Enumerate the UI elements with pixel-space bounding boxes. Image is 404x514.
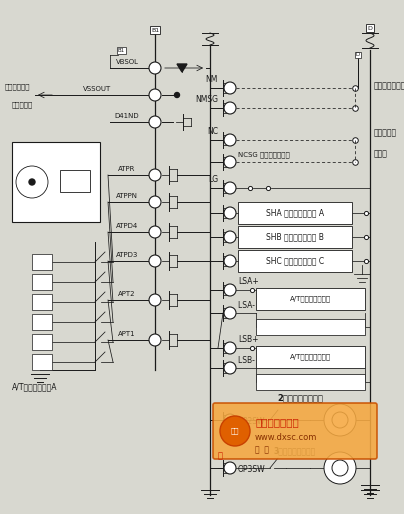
Bar (32, 274, 52, 290)
Circle shape (149, 294, 161, 306)
Text: 2挡离合器压力开关: 2挡离合器压力开关 (277, 393, 323, 402)
Bar (256, 319, 365, 335)
Text: NCSG 锁定控制电磁阀: NCSG 锁定控制电磁阀 (238, 152, 290, 158)
Circle shape (224, 102, 236, 114)
Bar (60, 170, 90, 192)
Text: LSB- 电磁阀B: LSB- 电磁阀B (238, 355, 276, 364)
Text: APT2: APT2 (118, 291, 136, 297)
Text: 金: 金 (218, 451, 223, 460)
Text: ATPR: ATPR (118, 166, 136, 172)
Text: NMSG: NMSG (195, 95, 218, 104)
Text: D41ND: D41ND (115, 113, 139, 119)
Text: LSA- 电磁阀A: LSA- 电磁阀A (238, 300, 276, 309)
Text: SHC 换挡控制电磁阀 C: SHC 换挡控制电磁阀 C (266, 256, 324, 266)
Circle shape (149, 116, 161, 128)
Bar (32, 314, 52, 330)
Circle shape (224, 462, 236, 474)
Circle shape (220, 416, 250, 446)
Text: P: P (39, 258, 45, 266)
Bar (256, 374, 365, 390)
Bar (238, 202, 352, 224)
Circle shape (224, 134, 236, 146)
Circle shape (149, 169, 161, 181)
Circle shape (29, 179, 35, 185)
Bar (32, 354, 52, 370)
Text: LG: LG (208, 175, 218, 184)
Text: A/T离合器压力控制: A/T离合器压力控制 (290, 296, 331, 302)
Bar (32, 294, 52, 310)
Text: R: R (39, 278, 45, 286)
Text: NC: NC (207, 127, 218, 136)
Text: NM: NM (206, 75, 218, 84)
Text: D: D (356, 52, 360, 58)
Text: D: D (39, 318, 45, 326)
Circle shape (16, 166, 48, 198)
Text: 至仪表板总成: 至仪表板总成 (5, 83, 30, 90)
Bar (238, 250, 352, 272)
Text: SHA 换挡控制电磁阀 A: SHA 换挡控制电磁阀 A (266, 209, 324, 217)
Circle shape (224, 342, 236, 354)
Text: B1: B1 (118, 48, 125, 53)
Bar (12, 142, 100, 222)
Circle shape (175, 93, 179, 98)
Circle shape (149, 62, 161, 74)
Text: B1: B1 (151, 28, 159, 32)
Circle shape (224, 307, 236, 319)
Circle shape (224, 284, 236, 296)
Text: LSA+: LSA+ (238, 277, 259, 286)
Circle shape (224, 255, 236, 267)
Text: OP2SW: OP2SW (238, 417, 265, 427)
Circle shape (332, 412, 348, 428)
Text: 主轴转速传感器: 主轴转速传感器 (374, 82, 404, 90)
Bar (256, 288, 365, 310)
Text: N: N (39, 298, 45, 306)
Text: A/T离合器压力控制: A/T离合器压力控制 (290, 354, 331, 360)
Circle shape (149, 226, 161, 238)
Text: D: D (368, 26, 372, 30)
Text: ATPPN: ATPPN (116, 193, 138, 199)
Circle shape (149, 196, 161, 208)
Text: VBSOL: VBSOL (116, 59, 139, 65)
Text: ATPD4: ATPD4 (116, 223, 138, 229)
Polygon shape (177, 64, 187, 72)
Text: LSB+: LSB+ (238, 335, 259, 344)
Circle shape (332, 460, 348, 476)
Circle shape (224, 207, 236, 219)
Text: 3挡离合器压力开关: 3挡离合器压力开关 (274, 446, 316, 455)
Text: 维库: 维库 (231, 428, 239, 434)
Text: A/T挡位位置开关A: A/T挡位位置开关A (12, 382, 57, 391)
Bar (256, 346, 365, 368)
Circle shape (149, 89, 161, 101)
Circle shape (224, 362, 236, 374)
Circle shape (324, 452, 356, 484)
Text: 1: 1 (39, 358, 44, 366)
Bar (32, 334, 52, 350)
Bar (238, 226, 352, 248)
FancyBboxPatch shape (213, 403, 377, 459)
Circle shape (224, 414, 236, 426)
Circle shape (224, 156, 236, 168)
Text: 维库电子市场网: 维库电子市场网 (255, 417, 299, 427)
Text: 网  站: 网 站 (255, 445, 269, 454)
Text: SHB 换挡控制电磁阀 B: SHB 换挡控制电磁阀 B (266, 232, 324, 242)
Circle shape (224, 82, 236, 94)
Circle shape (224, 231, 236, 243)
Text: 传感器: 传感器 (374, 149, 388, 158)
Bar (32, 254, 52, 270)
Circle shape (224, 182, 236, 194)
Text: ATPD3: ATPD3 (116, 252, 138, 258)
Circle shape (324, 404, 356, 436)
Text: www.dxsc.com: www.dxsc.com (255, 433, 318, 442)
Circle shape (149, 255, 161, 267)
Text: OP3SW: OP3SW (238, 466, 265, 474)
Text: 2: 2 (39, 338, 44, 346)
Circle shape (149, 334, 161, 346)
Text: APT1: APT1 (118, 331, 136, 337)
Text: VSSOUT: VSSOUT (83, 86, 111, 92)
Text: 仪表板总成: 仪表板总成 (12, 101, 33, 107)
Text: 中间轴转速: 中间轴转速 (374, 128, 397, 137)
